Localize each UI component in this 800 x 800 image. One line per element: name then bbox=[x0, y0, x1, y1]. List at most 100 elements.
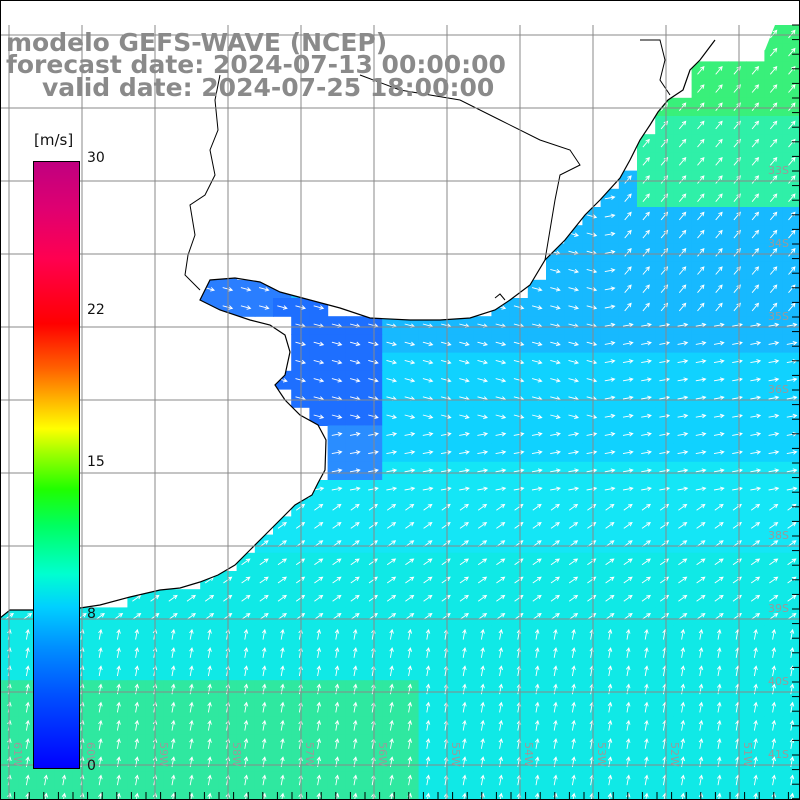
wind-arrow bbox=[459, 522, 469, 529]
wind-arrow bbox=[605, 503, 615, 511]
wind-arrow bbox=[189, 647, 194, 658]
wind-arrow bbox=[696, 576, 706, 584]
wind-arrow bbox=[25, 774, 30, 786]
wind-arrow bbox=[623, 613, 633, 620]
wind-arrow bbox=[678, 266, 687, 275]
wind-arrow bbox=[277, 558, 287, 566]
wind-arrow bbox=[316, 628, 322, 640]
wind-arrow bbox=[170, 738, 176, 749]
wind-arrow bbox=[571, 774, 576, 786]
wind-arrow bbox=[134, 792, 140, 800]
wind-arrow bbox=[624, 175, 632, 184]
wind-arrow bbox=[423, 613, 433, 620]
wind-arrow bbox=[531, 378, 543, 383]
wind-arrow bbox=[623, 503, 633, 511]
wind-arrow bbox=[440, 359, 452, 365]
wind-arrow bbox=[788, 120, 796, 130]
wind-arrow bbox=[295, 576, 306, 584]
wind-arrow bbox=[677, 413, 689, 419]
wind-arrow bbox=[586, 486, 598, 492]
latitude-label: 41S bbox=[768, 748, 789, 761]
longitude-label: 59W bbox=[157, 742, 170, 767]
wind-arrow bbox=[568, 287, 580, 292]
wind-arrow bbox=[698, 647, 704, 658]
wind-arrow bbox=[769, 47, 778, 57]
wind-arrow bbox=[259, 576, 269, 584]
wind-arrow bbox=[604, 268, 616, 273]
wind-arrow bbox=[496, 576, 506, 584]
wind-arrow bbox=[295, 522, 306, 529]
wind-arrow bbox=[313, 359, 325, 365]
wind-arrow bbox=[623, 558, 633, 566]
wind-arrow bbox=[697, 120, 705, 130]
wind-arrow bbox=[350, 613, 360, 620]
wind-arrow bbox=[462, 665, 467, 677]
wind-arrow bbox=[423, 503, 433, 511]
wind-arrow bbox=[750, 503, 761, 511]
wind-arrow bbox=[280, 738, 285, 749]
wind-arrow bbox=[389, 792, 394, 800]
wind-arrow bbox=[513, 468, 525, 473]
wind-arrow bbox=[641, 395, 652, 401]
wind-arrow bbox=[207, 628, 212, 640]
wind-arrow bbox=[568, 268, 580, 274]
wind-arrow bbox=[368, 576, 378, 584]
wind-arrow bbox=[134, 628, 140, 640]
wind-arrow bbox=[277, 576, 287, 584]
wind-arrow bbox=[134, 683, 140, 695]
wind-arrow bbox=[607, 792, 613, 800]
wind-arrow bbox=[751, 102, 760, 111]
wind-arrow bbox=[789, 792, 795, 800]
wind-arrow bbox=[98, 738, 103, 749]
wind-arrow bbox=[750, 486, 762, 492]
wind-arrow bbox=[423, 576, 433, 584]
wind-arrow bbox=[642, 284, 650, 293]
wind-arrow bbox=[642, 193, 650, 202]
wind-arrow bbox=[788, 84, 796, 93]
wind-arrow bbox=[553, 701, 558, 713]
wind-arrow bbox=[498, 628, 504, 640]
title-forecast-date: forecast date: 2024-07-13 00:00:00 bbox=[6, 50, 506, 79]
wind-arrow bbox=[568, 305, 580, 310]
wind-arrow bbox=[186, 594, 196, 602]
wind-arrow bbox=[698, 738, 704, 749]
wind-arrow bbox=[531, 486, 543, 492]
wind-arrow bbox=[332, 576, 342, 584]
wind-arrow bbox=[280, 647, 285, 658]
wind-arrow bbox=[386, 450, 398, 455]
wind-arrow bbox=[715, 211, 723, 221]
wind-arrow bbox=[624, 284, 632, 293]
wind-arrow bbox=[531, 287, 543, 292]
wind-arrow bbox=[750, 322, 762, 328]
wind-arrow bbox=[25, 665, 30, 677]
wind-arrow bbox=[314, 594, 324, 602]
wind-arrow bbox=[243, 683, 249, 695]
wind-arrow bbox=[715, 84, 723, 93]
wind-arrow bbox=[553, 683, 558, 695]
wind-arrow bbox=[716, 683, 722, 695]
wind-arrow bbox=[277, 613, 287, 620]
wind-arrow bbox=[659, 359, 671, 364]
wind-arrow bbox=[204, 594, 215, 602]
wind-arrow bbox=[495, 468, 507, 473]
wind-arrow bbox=[607, 683, 613, 695]
wind-arrow bbox=[349, 468, 361, 473]
wind-arrow bbox=[769, 302, 778, 312]
wind-arrow bbox=[459, 378, 470, 383]
wind-arrow bbox=[586, 359, 598, 365]
wind-arrow bbox=[425, 647, 431, 658]
wind-arrow bbox=[751, 229, 760, 239]
wind-arrow bbox=[550, 450, 561, 455]
wind-arrow bbox=[625, 628, 631, 640]
wind-arrow bbox=[788, 302, 796, 312]
wind-arrow bbox=[678, 576, 688, 584]
river-border-line bbox=[184, 39, 671, 301]
wind-arrow bbox=[498, 792, 504, 800]
wind-arrow bbox=[768, 450, 780, 455]
wind-arrow bbox=[189, 719, 194, 731]
wind-arrow bbox=[753, 647, 758, 658]
wind-arrow bbox=[477, 503, 488, 511]
wind-arrow bbox=[604, 195, 616, 200]
wind-arrow bbox=[678, 594, 688, 602]
